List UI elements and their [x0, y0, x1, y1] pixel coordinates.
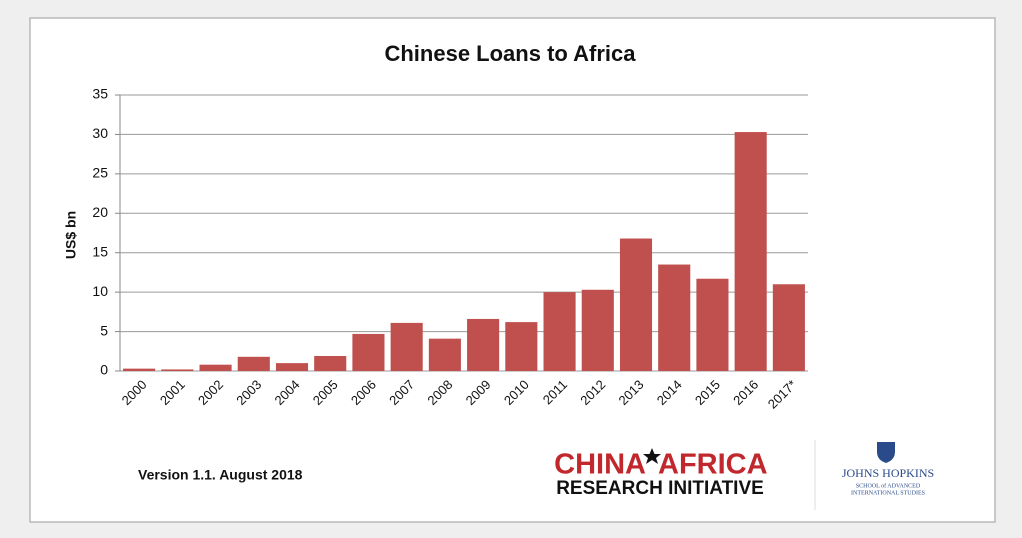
bar — [199, 364, 232, 371]
version-note: Version 1.1. August 2018 — [138, 467, 303, 483]
bar — [428, 338, 461, 371]
jh-subtext: SCHOOL of ADVANCED — [856, 482, 921, 489]
bar — [658, 264, 691, 371]
logo-text: CHINA — [554, 449, 646, 481]
bar — [123, 368, 156, 371]
card — [29, 17, 996, 523]
y-tick-label: 5 — [100, 322, 108, 338]
bar — [581, 289, 614, 371]
bar — [734, 132, 767, 371]
bar — [467, 318, 500, 371]
jh-shield — [877, 442, 895, 463]
bar — [161, 369, 194, 371]
bar — [543, 292, 576, 371]
bar — [505, 322, 538, 371]
jh-title: JOHNS HOPKINS — [842, 466, 934, 480]
bar — [772, 284, 805, 371]
y-tick-label: 0 — [100, 362, 108, 378]
bar — [390, 322, 423, 371]
logo-text: AFRICA — [658, 449, 768, 481]
y-tick-label: 25 — [92, 165, 108, 181]
bar — [619, 238, 653, 371]
jh-subtext: INTERNATIONAL STUDIES — [851, 490, 925, 496]
y-tick-label: 30 — [92, 125, 108, 141]
logo-subtext: RESEARCH INITIATIVE — [556, 478, 764, 499]
bar — [275, 363, 309, 371]
logo-star — [643, 448, 661, 464]
bar — [237, 356, 270, 371]
y-tick-label: 15 — [92, 243, 108, 259]
bar — [696, 278, 729, 371]
y-tick-label: 10 — [92, 283, 108, 299]
bar — [314, 356, 347, 371]
y-tick-label: 35 — [92, 86, 108, 102]
chart-title: Chinese Loans to Africa — [384, 41, 636, 66]
y-axis-label: US$ bn — [63, 211, 79, 259]
y-tick-label: 20 — [92, 204, 108, 220]
bar — [352, 333, 385, 371]
